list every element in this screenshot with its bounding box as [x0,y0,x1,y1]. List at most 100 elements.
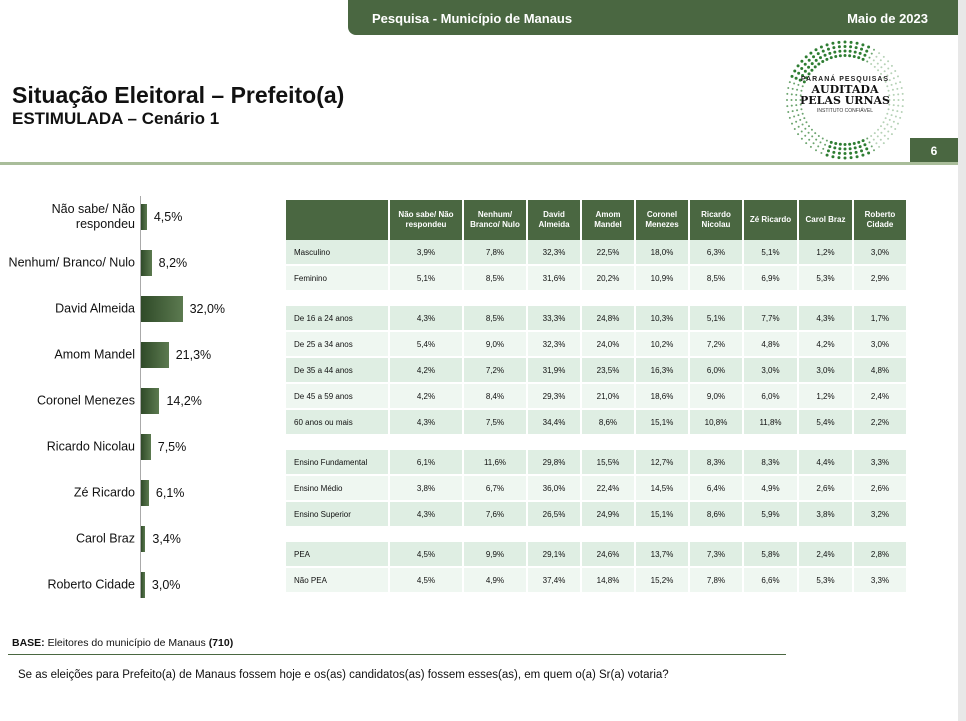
chart-axis [140,196,141,598]
table-cell: 31,6% [528,266,580,292]
table-cell: 4,2% [390,384,462,410]
table-cell: 24,9% [582,502,634,528]
table-cell: 4,9% [744,476,797,502]
group-gap [286,292,906,306]
table-cell: 4,3% [390,306,462,332]
table-cell: 24,8% [582,306,634,332]
bar [141,250,152,276]
column-header: Nenhum/ Branco/ Nulo [464,200,526,240]
table-cell: 7,2% [464,358,526,384]
bar-label: David Almeida [55,301,135,316]
table-cell: 18,0% [636,240,688,266]
table-row: Ensino Superior 4,3% 7,6% 26,5% 24,9% 15,1% 8,… [286,502,906,528]
table-cell: 5,1% [744,240,797,266]
table-cell: 3,2% [854,502,906,528]
table-cell: 8,3% [690,450,742,476]
bar [141,434,151,460]
table-row: Feminino 5,1% 8,5% 31,6% 20,2% 10,9% 8,5% 6,9% 5… [286,266,906,292]
row-label: De 25 a 34 anos [286,332,388,358]
bar [141,296,183,322]
bar [141,342,169,368]
bar-value: 21,3% [175,348,212,362]
table-cell: 5,9% [744,502,797,528]
base-note: BASE: Eleitores do município de Manaus (… [12,637,234,649]
table-cell: 29,3% [528,384,580,410]
bar-row: Nenhum/ Branco/ Nulo 8,2% [0,248,280,278]
table-cell: 18,6% [636,384,688,410]
table-cell: 29,1% [528,542,580,568]
table-cell: 11,8% [744,410,797,436]
bar-value: 4,5% [153,210,183,224]
table-cell: 4,2% [390,358,462,384]
table-cell: 9,0% [690,384,742,410]
logo-line4: INSTITUTO CONFIÁVEL [816,108,874,114]
row-label: Ensino Médio [286,476,388,502]
table-cell: 13,7% [636,542,688,568]
table-cell: 4,8% [744,332,797,358]
column-header: Amom Mandel [582,200,634,240]
table-cell: 26,5% [528,502,580,528]
table-cell: 6,7% [464,476,526,502]
table-cell: 4,5% [390,568,462,594]
table-cell: 2,6% [799,476,852,502]
table-row: 60 anos ou mais 4,3% 7,5% 34,4% 8,6% 15,1% 10,… [286,410,906,436]
bar-row: Não sabe/ Não respondeu 4,5% [0,202,280,232]
survey-question: Se as eleições para Prefeito(a) de Manau… [18,669,669,681]
table-cell: 14,8% [582,568,634,594]
table-cell: 22,5% [582,240,634,266]
table-row: De 25 a 34 anos 5,4% 9,0% 32,3% 24,0% 10,2% 7,… [286,332,906,358]
table-cell: 3,9% [390,240,462,266]
table-cell: 1,7% [854,306,906,332]
row-label: De 35 a 44 anos [286,358,388,384]
survey-title: Pesquisa - Município de Manaus [372,11,573,26]
table-cell: 1,2% [799,240,852,266]
row-label: De 45 a 59 anos [286,384,388,410]
table-cell: 3,3% [854,450,906,476]
crosstab-table: Não sabe/ Não respondeu Nenhum/ Branco/ N… [284,200,908,594]
bar-label: Nenhum/ Branco/ Nulo [8,255,135,270]
column-header: David Almeida [528,200,580,240]
bar-value: 14,2% [166,394,202,408]
table-cell: 4,8% [854,358,906,384]
bar-row: Ricardo Nicolau 7,5% [0,432,280,462]
table-cell: 2,4% [854,384,906,410]
table-cell: 4,3% [799,306,852,332]
bar-row: Carol Braz 3,4% [0,524,280,554]
table-cell: 32,3% [528,332,580,358]
bar-value: 3,4% [152,532,181,546]
row-label: 60 anos ou mais [286,410,388,436]
group-gap [286,436,906,450]
bar [141,572,145,598]
table-cell: 15,1% [636,410,688,436]
table-cell: 2,9% [854,266,906,292]
bar-label: Não sabe/ Não respondeu [51,202,135,231]
table-cell: 4,5% [390,542,462,568]
table-cell: 8,6% [690,502,742,528]
table-cell: 3,8% [799,502,852,528]
bar-label: Ricardo Nicolau [46,439,135,454]
bar-label: Zé Ricardo [73,485,135,500]
page-subtitle: ESTIMULADA – Cenário 1 [12,109,220,128]
header-bar: Pesquisa - Município de Manaus Maio de 2… [348,0,958,35]
table-row: De 16 a 24 anos 4,3% 8,5% 33,3% 24,8% 10,3% 5,… [286,306,906,332]
table-cell: 10,8% [690,410,742,436]
table-cell: 5,1% [690,306,742,332]
table-cell: 20,2% [582,266,634,292]
column-header: Ricardo Nicolau [690,200,742,240]
table-cell: 12,7% [636,450,688,476]
table-cell: 6,4% [690,476,742,502]
page-title: Situação Eleitoral – Prefeito(a) [12,82,345,108]
table-row: De 35 a 44 anos 4,2% 7,2% 31,9% 23,5% 16,3% 6,… [286,358,906,384]
logo: PARANÁ PESQUISAS AUDITADA PELAS URNAS INS… [783,38,907,162]
table-cell: 3,0% [854,332,906,358]
table-cell: 2,6% [854,476,906,502]
row-label: Feminino [286,266,388,292]
group-gap [286,528,906,542]
bar-value: 8,2% [158,256,188,270]
table-row: Masculino 3,9% 7,8% 32,3% 22,5% 18,0% 6,3% 5,1%… [286,240,906,266]
table-cell: 14,5% [636,476,688,502]
table-cell: 5,3% [799,266,852,292]
column-header: Carol Braz [799,200,852,240]
table-cell: 3,0% [854,240,906,266]
table-cell: 5,4% [799,410,852,436]
